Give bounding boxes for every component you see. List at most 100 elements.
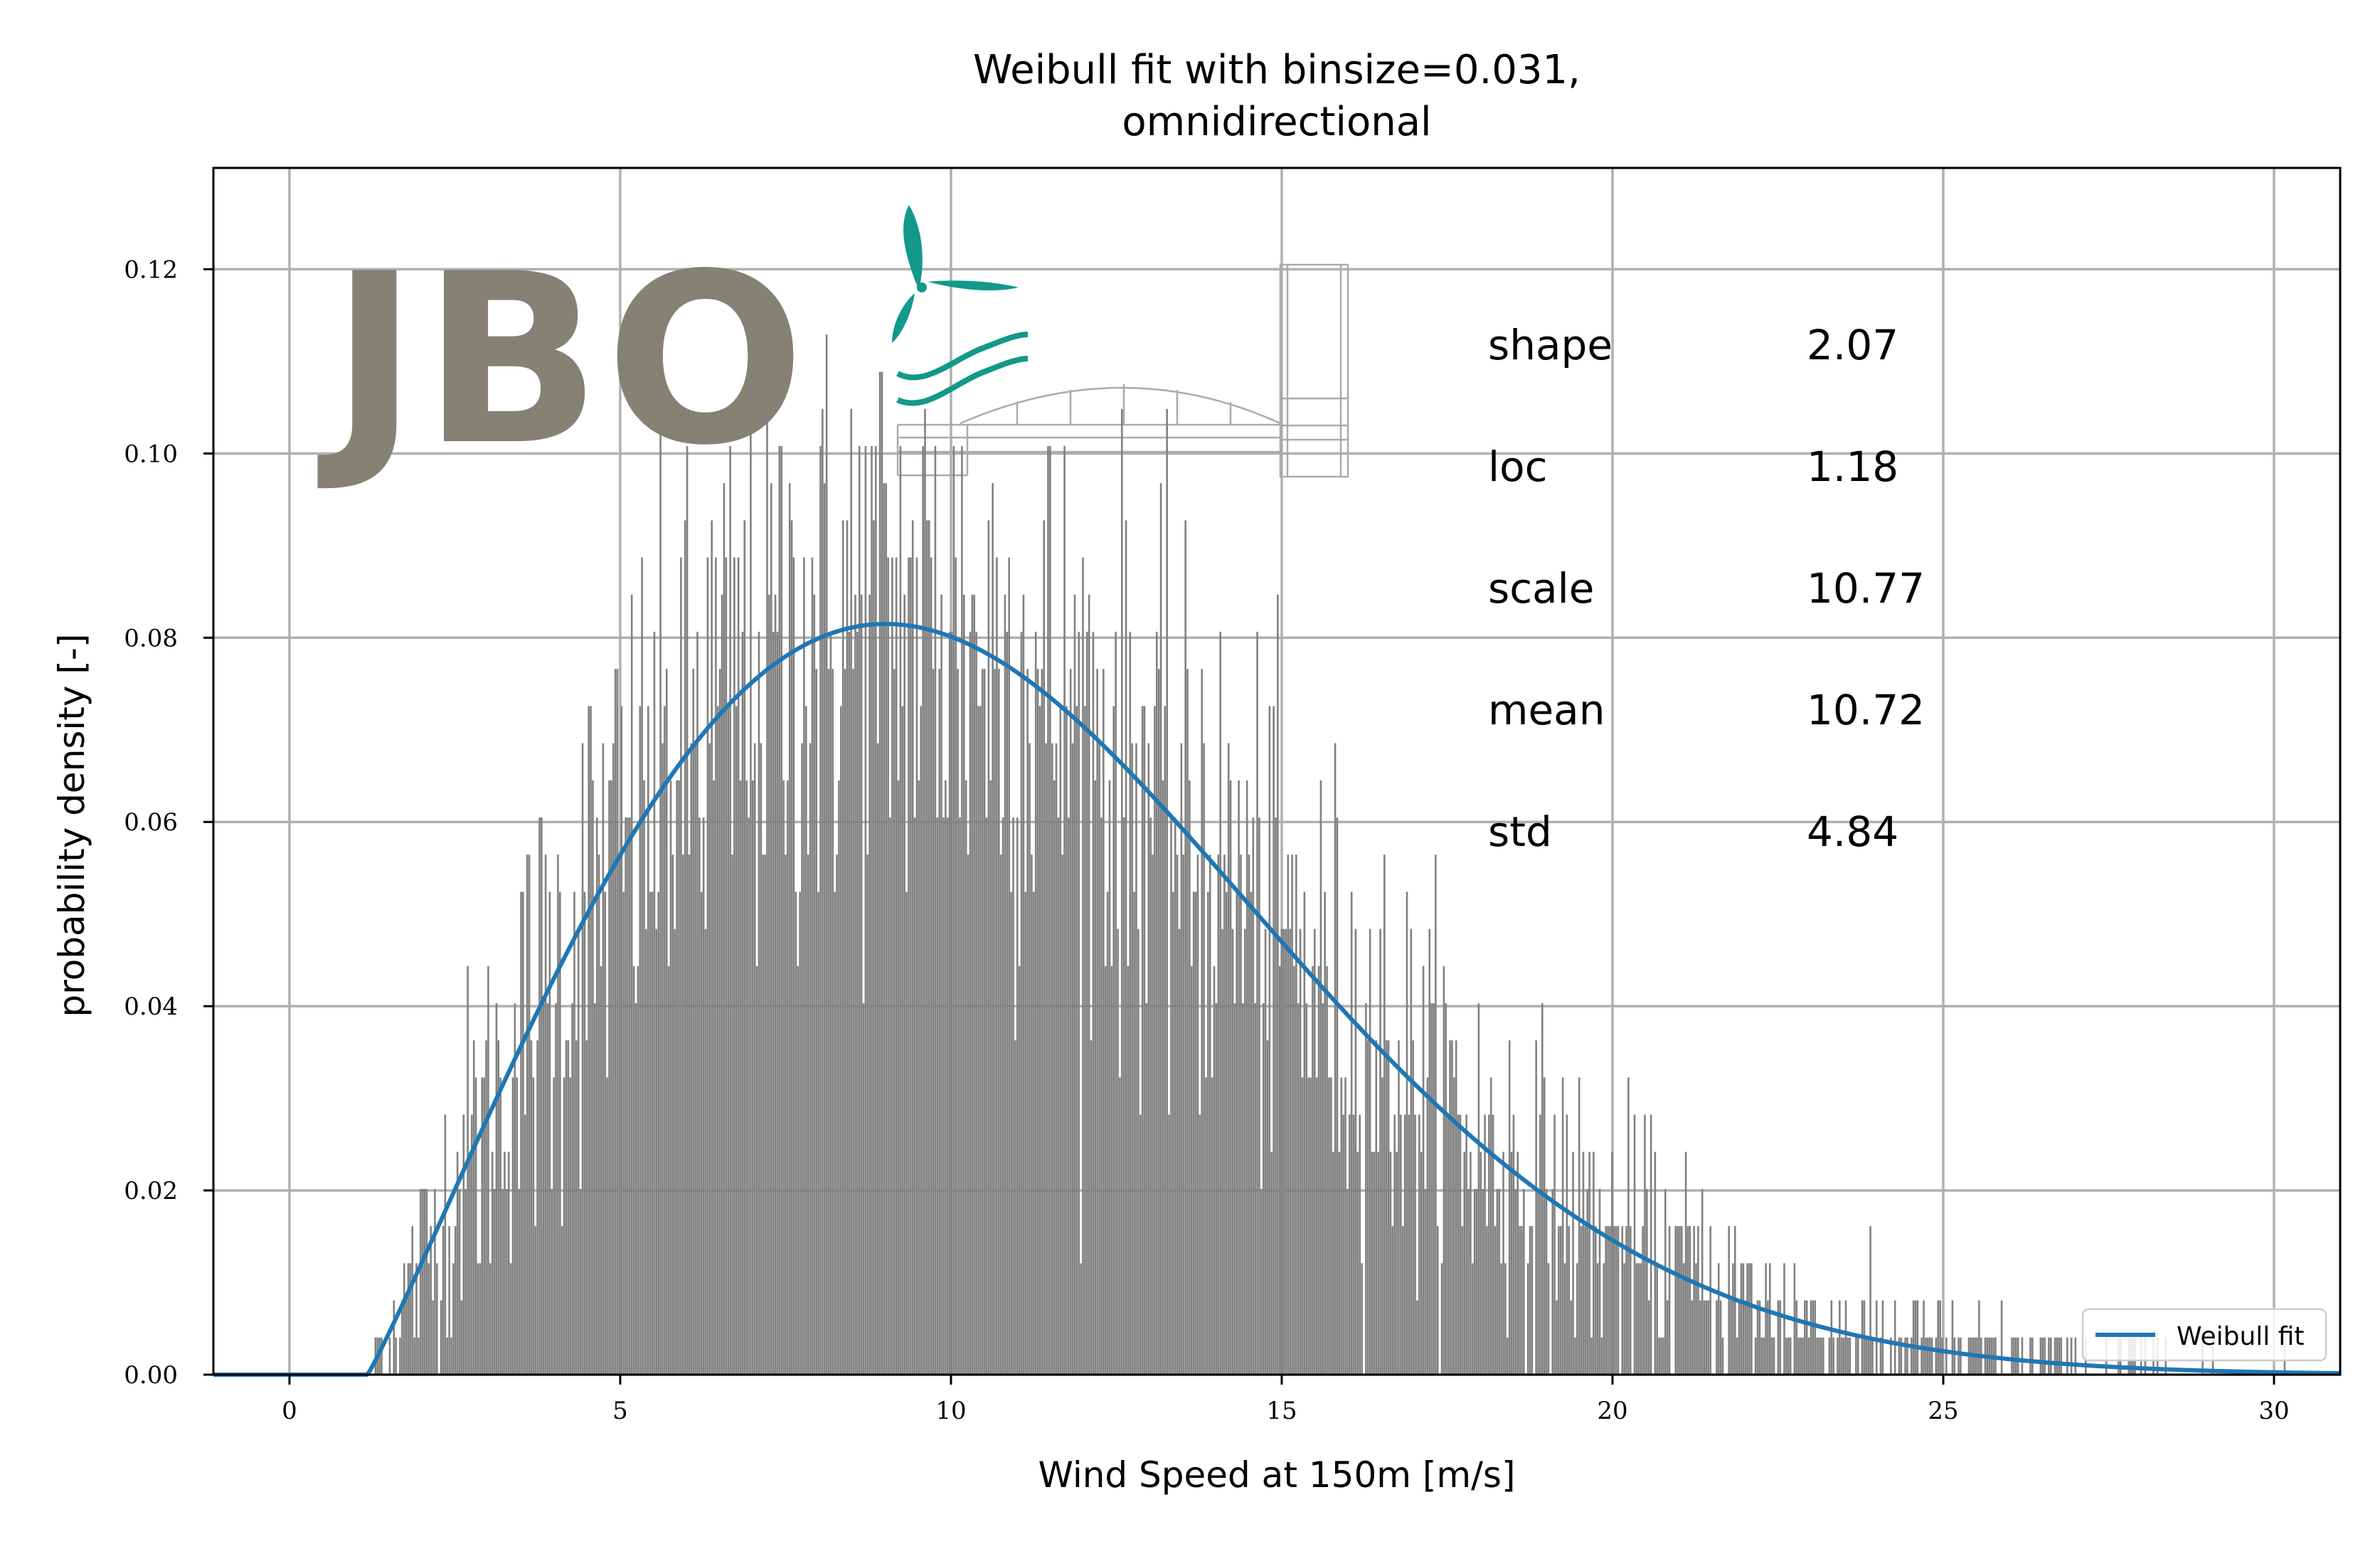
histogram-bar [1494, 1226, 1497, 1375]
histogram-bar [1418, 1114, 1420, 1375]
histogram-bar [1319, 780, 1322, 1375]
histogram-bars [374, 334, 2286, 1375]
histogram-bar [1268, 706, 1271, 1375]
histogram-bar [1875, 1300, 1878, 1375]
histogram-bar [536, 1040, 538, 1375]
histogram-bar [1937, 1300, 1940, 1375]
histogram-bar [1356, 1151, 1359, 1375]
stat-label-std: std [1488, 808, 1552, 856]
histogram-bar [643, 780, 645, 1375]
histogram-bar [1383, 855, 1386, 1375]
histogram-bar [561, 1226, 563, 1375]
histogram-bar [1084, 706, 1086, 1375]
histogram-bar [1576, 1263, 1578, 1375]
histogram-bar [723, 483, 726, 1375]
histogram-bar [1258, 817, 1260, 1375]
histogram-bar [1164, 706, 1167, 1375]
stat-value-loc: 1.18 [1807, 443, 1898, 491]
histogram-bar [489, 1263, 492, 1375]
histogram-bar [506, 1188, 508, 1375]
histogram-bar [731, 855, 733, 1375]
histogram-bar [594, 1003, 596, 1375]
histogram-bar [891, 557, 893, 1375]
histogram-bar [866, 855, 869, 1375]
histogram-bar [1572, 1151, 1574, 1375]
histogram-bar [522, 892, 524, 1375]
histogram-bar [2050, 1337, 2052, 1375]
histogram-bar [704, 929, 707, 1375]
waves-icon [896, 332, 1029, 406]
histogram-bar [924, 408, 926, 1375]
histogram-bar [1742, 1263, 1745, 1375]
histogram-bar [1475, 1188, 1478, 1375]
histogram-bar [1178, 929, 1181, 1375]
histogram-bar [516, 1077, 519, 1375]
histogram-bar [885, 483, 888, 1375]
histogram-bar [967, 855, 969, 1375]
histogram-bar [694, 743, 696, 1375]
histogram-bar [641, 557, 643, 1375]
histogram-bar [1285, 929, 1287, 1375]
histogram-bar [721, 594, 723, 1375]
histogram-bar [1914, 1300, 1917, 1375]
histogram-bar [1832, 1337, 1834, 1375]
histogram-bar [918, 780, 920, 1375]
histogram-bar [955, 557, 957, 1375]
histogram-bar [1721, 1337, 1724, 1375]
histogram-bar [1455, 1040, 1457, 1375]
histogram-bar [1463, 1151, 1466, 1375]
histogram-bar [1260, 1188, 1263, 1375]
histogram-bar [994, 669, 996, 1375]
histogram-bar [1031, 855, 1033, 1375]
histogram-bar [1049, 445, 1051, 1375]
histogram-bar [1625, 1226, 1627, 1375]
histogram-bar [608, 780, 610, 1375]
histogram-bar [1018, 966, 1021, 1375]
histogram-bar [1787, 1337, 1790, 1375]
histogram-bar [755, 966, 758, 1375]
histogram-bar [1172, 892, 1174, 1375]
histogram-bar [1828, 1337, 1831, 1375]
histogram-bar [1763, 1337, 1765, 1375]
histogram-bar [686, 445, 689, 1375]
histogram-bar [1844, 1300, 1847, 1375]
histogram-bar [1256, 631, 1258, 1375]
histogram-bar [1041, 669, 1043, 1375]
stat-value-scale: 10.77 [1807, 564, 1925, 613]
histogram-bar [834, 892, 836, 1375]
histogram-bar [1055, 743, 1058, 1375]
histogram-bar [1777, 1300, 1780, 1375]
histogram-bar [1900, 1337, 1903, 1375]
histogram-bar [1354, 929, 1357, 1375]
histogram-bar [1346, 1188, 1349, 1375]
histogram-bar [1912, 1300, 1915, 1375]
histogram-bar [655, 929, 658, 1375]
histogram-bar [1180, 743, 1183, 1375]
histogram-bar [737, 557, 740, 1375]
histogram-bar [895, 557, 898, 1375]
histogram-bar [1758, 1300, 1761, 1375]
histogram-bar [1108, 780, 1111, 1375]
histogram-bar [1453, 1077, 1455, 1375]
histogram-bar [1960, 1337, 1962, 1375]
histogram-bar [448, 1226, 450, 1375]
histogram-bar [1170, 817, 1172, 1375]
histogram-bar [1531, 1226, 1534, 1375]
histogram-bar [1842, 1337, 1845, 1375]
histogram-bar [1338, 1151, 1341, 1375]
histogram-bar [811, 557, 814, 1375]
stat-label-scale: scale [1488, 564, 1594, 613]
histogram-bar [548, 892, 551, 1375]
histogram-bar [1029, 743, 1031, 1375]
histogram-bar [1674, 1226, 1677, 1375]
histogram-bar [2011, 1337, 2013, 1375]
histogram-bar [491, 1151, 494, 1375]
histogram-bar [1627, 1077, 1630, 1375]
histogram-bar [1061, 855, 1063, 1375]
histogram-bar [1293, 966, 1295, 1375]
stat-value-mean: 10.72 [1807, 686, 1925, 734]
histogram-bar [1695, 1263, 1697, 1375]
histogram-bar [1373, 1151, 1376, 1375]
